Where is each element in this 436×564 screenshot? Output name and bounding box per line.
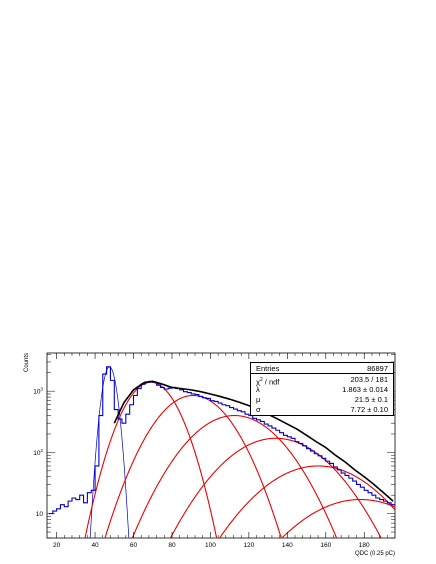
photoelectron-component-3 [127, 414, 342, 538]
pedestal-fit-curve [89, 366, 130, 538]
stats-box: Entries 86897 χ2 / ndf 203.5 / 181 λ 1.863 ± … [250, 362, 394, 416]
stats-value: 21.5 ± 0.1 [354, 395, 388, 404]
stats-value: 1.863 ± 0.014 [342, 385, 388, 394]
x-tick-label: 40 [91, 542, 99, 549]
stats-row: σ 7.72 ± 0.10 [256, 405, 388, 415]
photoelectron-component-6 [269, 498, 395, 538]
stats-key: Entries [256, 364, 280, 373]
stats-row: χ2 / ndf 203.5 / 181 [256, 375, 388, 387]
stats-row: μ 21.5 ± 0.1 [256, 395, 388, 405]
stats-key: σ [256, 405, 261, 414]
x-tick-label: 160 [320, 542, 331, 549]
stats-value: 203.5 / 181 [350, 375, 388, 384]
x-tick-label: 180 [359, 542, 370, 549]
y-tick-label: 10 [36, 511, 44, 518]
y-tick-label: 103 [33, 387, 43, 396]
data-histogram [48, 366, 395, 515]
x-tick-label: 60 [130, 542, 138, 549]
photoelectron-component-2 [101, 394, 285, 538]
x-tick-label: 20 [53, 542, 61, 549]
y-axis-title: Counts [24, 353, 30, 372]
y-tick-label: 102 [33, 448, 43, 457]
x-axis-title: QDC (0.25 pC) [355, 551, 395, 557]
stats-key: μ [256, 395, 261, 404]
stats-key: χ2 / ndf [256, 377, 280, 387]
stats-value: 7.72 ± 0.10 [350, 405, 388, 414]
plot-frame [46, 352, 396, 539]
photoelectron-component-5 [210, 465, 395, 538]
stats-key: λ [256, 385, 260, 394]
stats-row: Entries 86897 [256, 364, 388, 374]
stats-value: 86897 [367, 364, 388, 373]
stats-divider [251, 373, 393, 374]
x-tick-label: 100 [205, 542, 216, 549]
x-tick-label: 140 [282, 542, 293, 549]
photoelectron-component-4 [163, 437, 388, 538]
x-tick-label: 80 [168, 542, 176, 549]
stats-row: λ 1.863 ± 0.014 [256, 385, 388, 395]
x-tick-label: 120 [243, 542, 254, 549]
